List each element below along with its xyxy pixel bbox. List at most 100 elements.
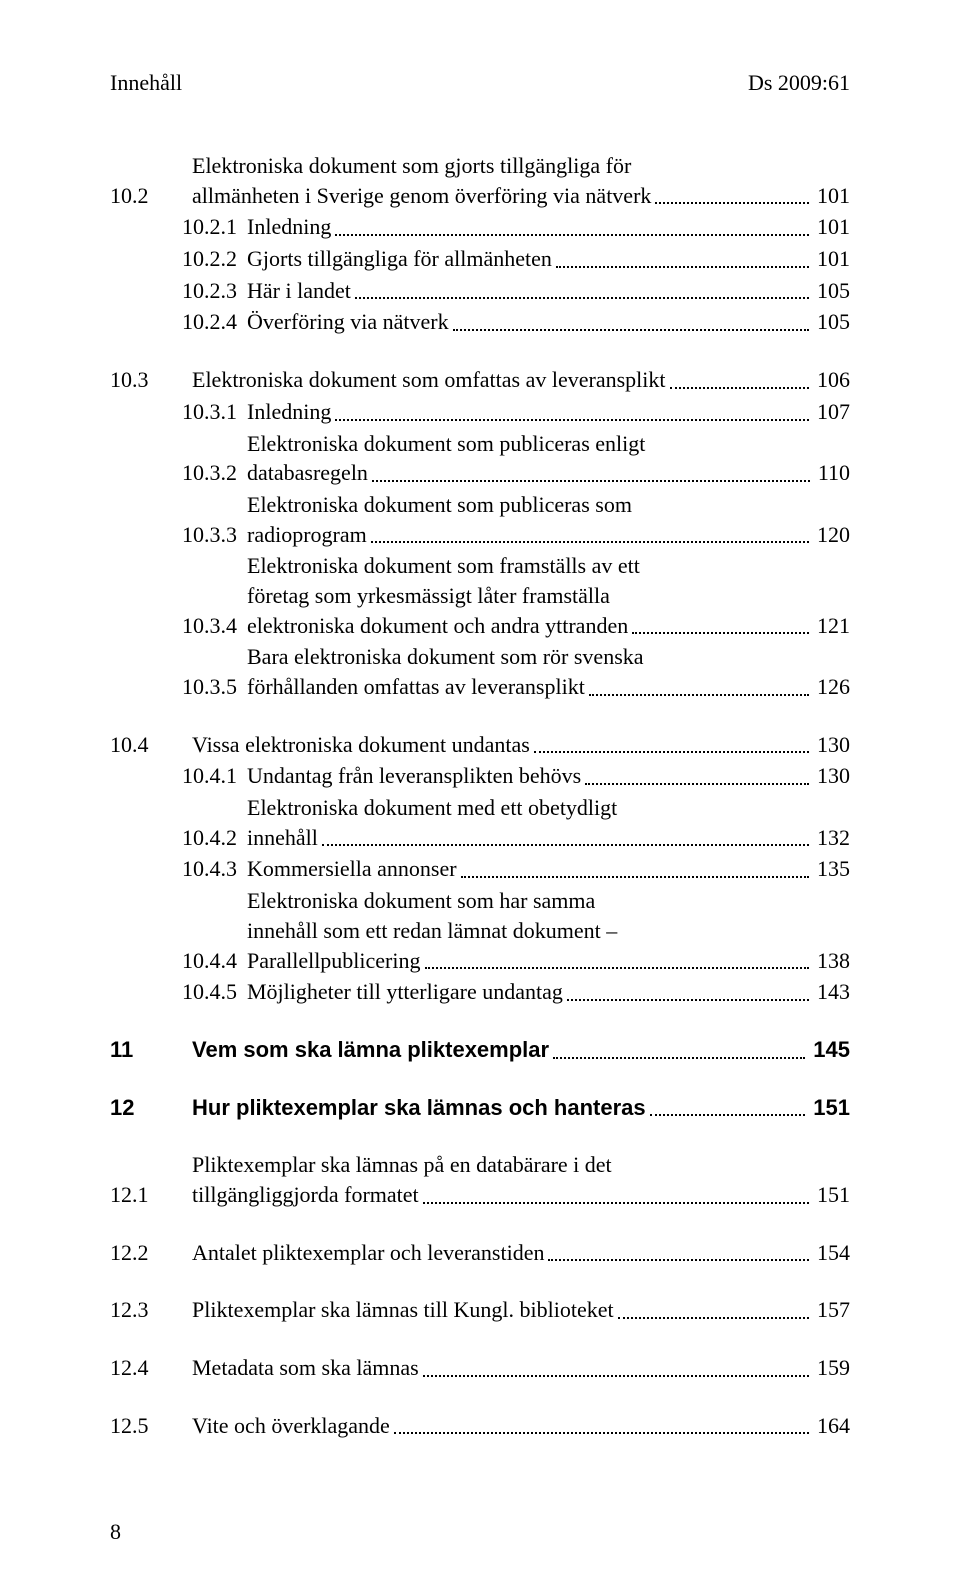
toc-title: Elektroniska dokument som gjorts tillgän… bbox=[192, 151, 850, 210]
toc-title-text: databasregeln bbox=[247, 458, 368, 488]
toc-leader bbox=[585, 783, 809, 785]
toc-page-number: 164 bbox=[813, 1411, 850, 1441]
toc-leader bbox=[371, 541, 809, 543]
toc-title-lastline: radioprogram120 bbox=[247, 520, 850, 550]
toc-title: Pliktexemplar ska lämnas till Kungl. bib… bbox=[192, 1295, 850, 1325]
toc-page-number: 110 bbox=[814, 458, 850, 488]
toc-title-text: innehåll bbox=[247, 823, 318, 853]
toc-entry: 10.4.3Kommersiella annonser135 bbox=[110, 854, 850, 884]
page-number: 8 bbox=[110, 1519, 121, 1545]
toc-title-text: Hur pliktexemplar ska lämnas och hantera… bbox=[192, 1093, 646, 1123]
running-head: Innehåll Ds 2009:61 bbox=[110, 70, 850, 96]
toc-number: 11 bbox=[110, 1035, 192, 1065]
toc-title: Elektroniska dokument som framställs av … bbox=[247, 551, 850, 640]
toc-title: Kommersiella annonser135 bbox=[247, 854, 850, 884]
toc-entry: 10.4.2Elektroniska dokument med ett obet… bbox=[110, 793, 850, 852]
toc-number: 12.3 bbox=[110, 1295, 192, 1325]
toc-leader bbox=[461, 876, 809, 878]
toc-title: Bara elektroniska dokument som rör svens… bbox=[247, 642, 850, 701]
toc-title-lastline: Kommersiella annonser135 bbox=[247, 854, 850, 884]
toc-title: Pliktexemplar ska lämnas på en databärar… bbox=[192, 1150, 850, 1209]
toc-number: 10.3 bbox=[110, 365, 192, 395]
toc-title-lastline: Vissa elektroniska dokument undantas130 bbox=[192, 730, 850, 760]
toc-page-number: 145 bbox=[809, 1035, 850, 1065]
toc-entry: 12Hur pliktexemplar ska lämnas och hante… bbox=[110, 1093, 850, 1123]
toc-page-number: 132 bbox=[813, 823, 850, 853]
toc-page-number: 126 bbox=[813, 672, 850, 702]
toc-page-number: 101 bbox=[813, 244, 850, 274]
toc-title-line: Elektroniska dokument som gjorts tillgän… bbox=[192, 151, 850, 181]
toc-page-number: 151 bbox=[813, 1180, 850, 1210]
toc-entry: 12.5Vite och överklagande164 bbox=[110, 1411, 850, 1441]
toc-number: 12.5 bbox=[110, 1411, 192, 1441]
toc-leader bbox=[567, 999, 809, 1001]
toc-leader bbox=[618, 1317, 809, 1319]
toc-gap bbox=[110, 1269, 850, 1295]
toc-page-number: 105 bbox=[813, 307, 850, 337]
page: Innehåll Ds 2009:61 10.2Elektroniska dok… bbox=[0, 0, 960, 1595]
toc-number: 10.2.2 bbox=[110, 244, 247, 274]
toc-leader bbox=[556, 266, 809, 268]
header-right: Ds 2009:61 bbox=[748, 70, 850, 96]
toc-title-line: företag som yrkesmässigt låter framställ… bbox=[247, 581, 850, 611]
toc-title-line: Elektroniska dokument med ett obetydligt bbox=[247, 793, 850, 823]
toc-entry: 12.2Antalet pliktexemplar och leveransti… bbox=[110, 1238, 850, 1268]
toc-title: Elektroniska dokument som publiceras som… bbox=[247, 490, 850, 549]
toc-number: 10.2.3 bbox=[110, 276, 247, 306]
toc-leader bbox=[423, 1375, 809, 1377]
toc-title-line: Elektroniska dokument som har samma bbox=[247, 886, 850, 916]
toc-page-number: 154 bbox=[813, 1238, 850, 1268]
toc-title: Vissa elektroniska dokument undantas130 bbox=[192, 730, 850, 760]
toc-entry: 10.2.4Överföring via nätverk105 bbox=[110, 307, 850, 337]
toc-number: 10.2.4 bbox=[110, 307, 247, 337]
toc-title: Metadata som ska lämnas159 bbox=[192, 1353, 850, 1383]
header-left: Innehåll bbox=[110, 70, 182, 96]
toc-title-lastline: allmänheten i Sverige genom överföring v… bbox=[192, 181, 850, 211]
toc-title-line: innehåll som ett redan lämnat dokument – bbox=[247, 916, 850, 946]
toc-title: Elektroniska dokument som omfattas av le… bbox=[192, 365, 850, 395]
toc-number: 10.4.4 bbox=[110, 946, 247, 976]
toc-entry: 10.2Elektroniska dokument som gjorts til… bbox=[110, 151, 850, 210]
toc-entry: 10.4Vissa elektroniska dokument undantas… bbox=[110, 730, 850, 760]
toc-gap bbox=[110, 339, 850, 365]
toc-page-number: 101 bbox=[813, 212, 850, 242]
table-of-contents: 10.2Elektroniska dokument som gjorts til… bbox=[110, 151, 850, 1440]
toc-gap bbox=[110, 1124, 850, 1150]
toc-entry: 12.4Metadata som ska lämnas159 bbox=[110, 1353, 850, 1383]
toc-gap bbox=[110, 704, 850, 730]
toc-title: Inledning101 bbox=[247, 212, 850, 242]
toc-title-text: tillgängliggjorda formatet bbox=[192, 1180, 419, 1210]
toc-gap bbox=[110, 1067, 850, 1093]
toc-leader bbox=[650, 1114, 806, 1116]
toc-page-number: 121 bbox=[813, 611, 850, 641]
toc-title-lastline: Vem som ska lämna pliktexemplar 145 bbox=[192, 1035, 850, 1065]
toc-entry: 12.3Pliktexemplar ska lämnas till Kungl.… bbox=[110, 1295, 850, 1325]
toc-entry: 10.3.3Elektroniska dokument som publicer… bbox=[110, 490, 850, 549]
toc-page-number: 105 bbox=[813, 276, 850, 306]
toc-gap bbox=[110, 1385, 850, 1411]
toc-title: Inledning107 bbox=[247, 397, 850, 427]
toc-gap bbox=[110, 1212, 850, 1238]
toc-title: Undantag från leveransplikten behövs130 bbox=[247, 761, 850, 791]
toc-number: 10.3.1 bbox=[110, 397, 247, 427]
toc-number: 10.4.5 bbox=[110, 977, 247, 1007]
toc-leader bbox=[534, 751, 809, 753]
toc-title-lastline: Inledning107 bbox=[247, 397, 850, 427]
toc-entry: 10.2.3Här i landet105 bbox=[110, 276, 850, 306]
toc-number: 10.4.3 bbox=[110, 854, 247, 884]
toc-number: 10.2 bbox=[110, 181, 192, 211]
toc-page-number: 130 bbox=[813, 730, 850, 760]
toc-title-lastline: Inledning101 bbox=[247, 212, 850, 242]
toc-entry: 10.3Elektroniska dokument som omfattas a… bbox=[110, 365, 850, 395]
toc-title-lastline: Parallellpublicering138 bbox=[247, 946, 850, 976]
toc-number: 10.3.3 bbox=[110, 520, 247, 550]
toc-title-text: allmänheten i Sverige genom överföring v… bbox=[192, 181, 651, 211]
toc-gap bbox=[110, 1009, 850, 1035]
toc-title-text: Vem som ska lämna pliktexemplar bbox=[192, 1035, 549, 1065]
toc-title: Vite och överklagande164 bbox=[192, 1411, 850, 1441]
toc-title: Vem som ska lämna pliktexemplar 145 bbox=[192, 1035, 850, 1065]
toc-title-line: Elektroniska dokument som publiceras som bbox=[247, 490, 850, 520]
toc-title: Elektroniska dokument som publiceras enl… bbox=[247, 429, 850, 488]
toc-number: 10.4 bbox=[110, 730, 192, 760]
toc-title-text: Metadata som ska lämnas bbox=[192, 1353, 419, 1383]
